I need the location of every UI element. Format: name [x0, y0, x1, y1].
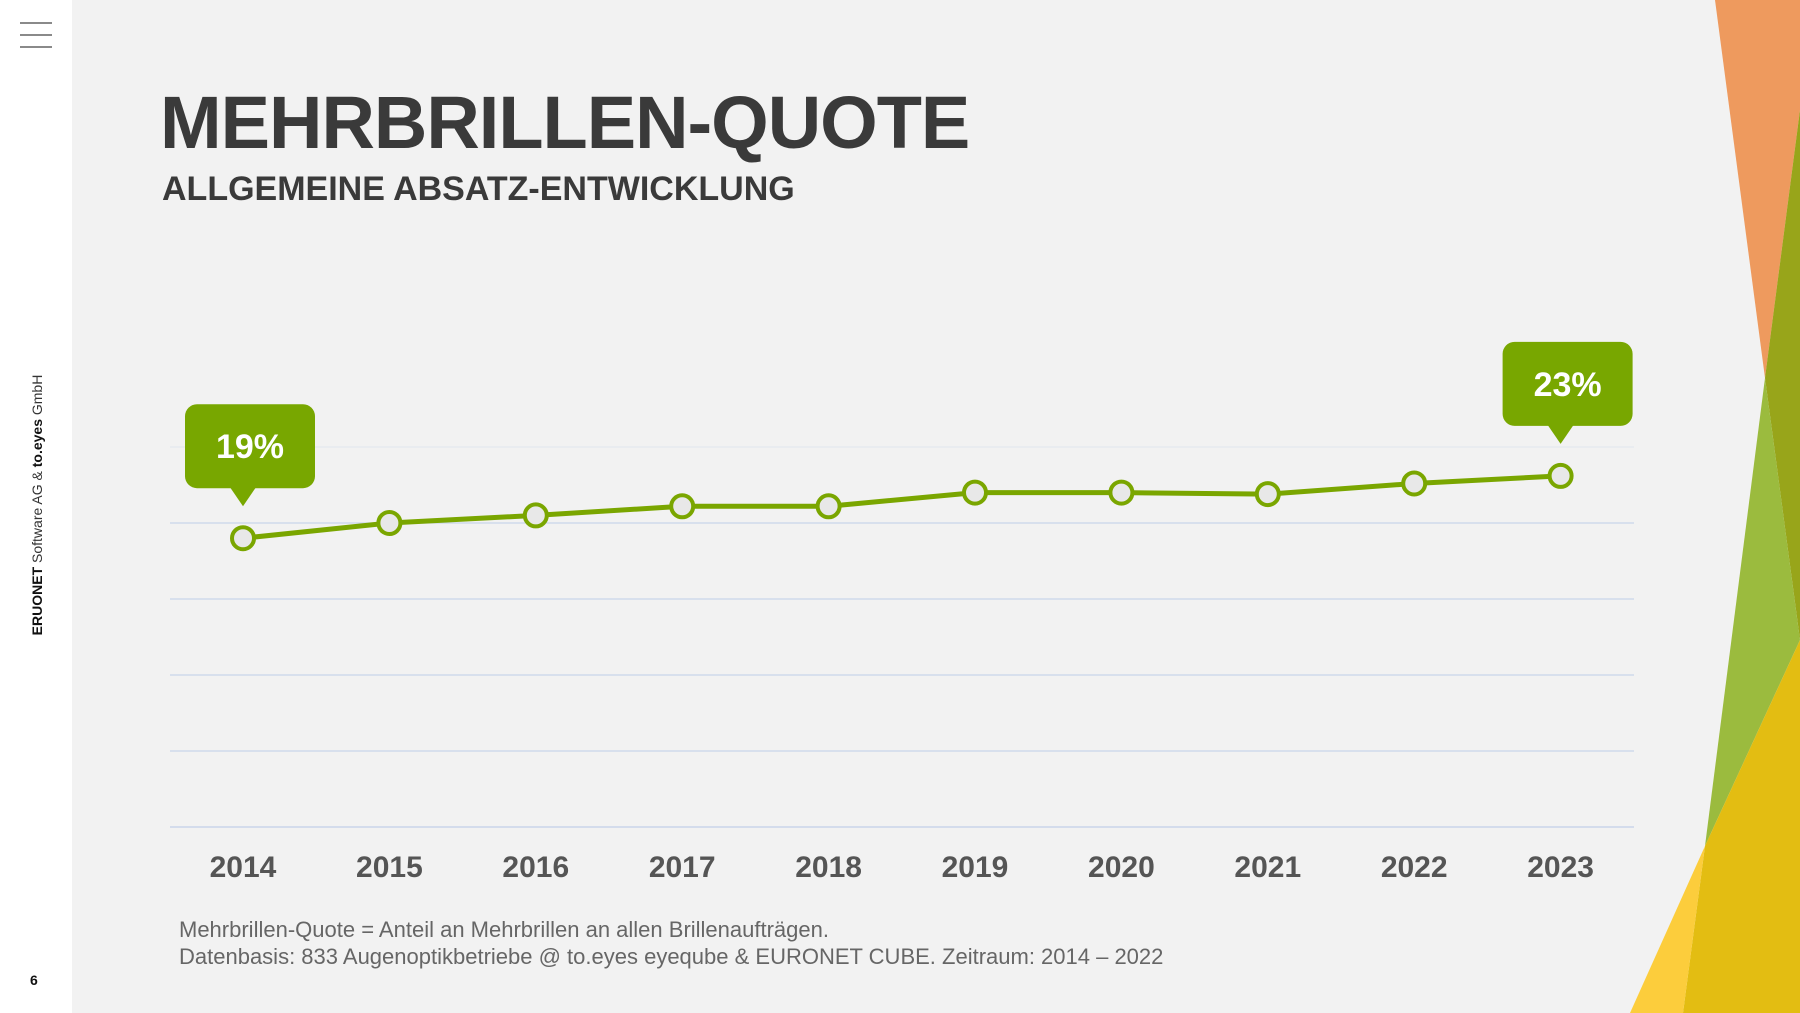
- decor-orange: [1715, 0, 1800, 378]
- data-label: 19%: [216, 428, 284, 466]
- x-tick-label: 2019: [942, 851, 1009, 884]
- decor-light-yellow: [1630, 846, 1705, 1013]
- sidebar: ERUONET Software AG & to.eyes GmbH 6: [0, 0, 72, 1013]
- data-point: [1254, 481, 1281, 508]
- data-point: [669, 493, 696, 520]
- callouts: 19% 23%: [185, 341, 1633, 507]
- data-point: [962, 479, 988, 506]
- callout-19%: 19%: [185, 404, 315, 507]
- x-tick-label: 2016: [502, 851, 569, 884]
- x-tick-label: 2022: [1381, 851, 1448, 884]
- x-tick-label: 2015: [356, 851, 423, 884]
- callout-box: [1502, 341, 1633, 426]
- decor-olive: [1765, 110, 1800, 640]
- gridlines: [170, 446, 1634, 828]
- data-point: [815, 493, 842, 520]
- data-point: [230, 525, 256, 552]
- data-point: [1547, 462, 1574, 489]
- callout-23%: 23%: [1502, 341, 1633, 444]
- footnote-definition: Mehrbrillen-Quote = Anteil an Mehrbrille…: [179, 917, 829, 942]
- x-tick-label: 2021: [1234, 851, 1301, 884]
- decor-green: [1705, 378, 1800, 846]
- x-tick-label: 2023: [1527, 851, 1594, 884]
- page-number: 6: [30, 972, 38, 988]
- data-label: 23%: [1534, 366, 1602, 404]
- hamburger-icon[interactable]: [20, 22, 52, 50]
- footnote-source: Datenbasis: 833 Augenoptikbetriebe @ to.…: [179, 944, 1164, 969]
- data-point: [376, 510, 403, 536]
- callout-pointer: [230, 487, 256, 507]
- callout-pointer: [1547, 424, 1574, 444]
- decorative-shapes: [1630, 0, 1800, 1013]
- data-point: [522, 502, 549, 529]
- callout-box: [185, 404, 315, 489]
- x-tick-label: 2020: [1088, 851, 1155, 884]
- data-points: [230, 462, 1574, 552]
- data-point: [1401, 470, 1428, 497]
- page-title: MEHRBRILLEN-QUOTE: [160, 81, 970, 164]
- series-line: [242, 473, 1561, 541]
- x-tick-label: 2014: [210, 851, 277, 884]
- x-tick-label: 2018: [795, 851, 862, 884]
- x-tick-label: 2017: [649, 851, 716, 884]
- x-axis-labels: 2014 2015 2016 2017 2018 2019 2020 2021 2022 2023: [210, 851, 1594, 884]
- page-subtitle: ALLGEMEINE ABSATZ-ENTWICKLUNG: [162, 170, 795, 208]
- decor-yellow: [1683, 640, 1800, 1013]
- data-point: [1108, 479, 1135, 506]
